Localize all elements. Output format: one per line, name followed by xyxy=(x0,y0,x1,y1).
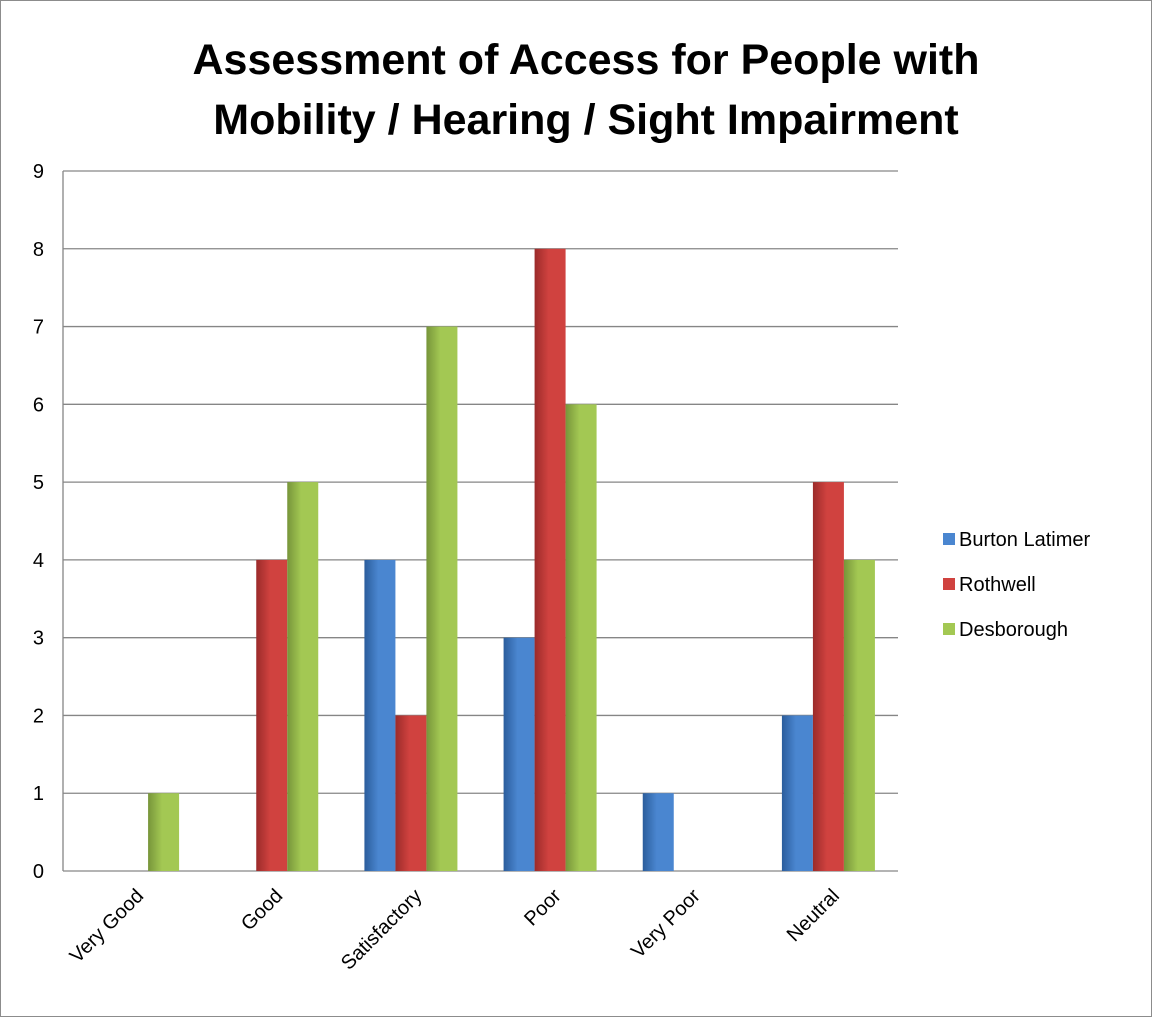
bar-rothwell-good xyxy=(256,559,288,871)
y-tick-label-0: 0 xyxy=(33,861,44,883)
legend-label-rothwell: Rothwell xyxy=(959,574,1036,596)
x-tick-label-very-poor: Very Poor xyxy=(627,885,705,963)
x-tick-label-neutral: Neutral xyxy=(783,885,844,946)
bar-burton-latimer-satisfactory xyxy=(364,559,396,871)
chart-title-line-1: Assessment of Access for People with xyxy=(193,36,980,84)
y-tick-label-8: 8 xyxy=(33,239,44,261)
bar-burton-latimer-poor xyxy=(503,637,535,871)
legend-swatch-rothwell xyxy=(943,578,955,590)
y-tick-label-9: 9 xyxy=(33,161,44,183)
x-tick-label-poor: Poor xyxy=(520,885,566,931)
bar-rothwell-neutral xyxy=(812,482,844,871)
bar-burton-latimer-very-poor xyxy=(642,793,674,871)
bar-rothwell-satisfactory xyxy=(395,715,427,871)
x-tick-label-very-good: Very Good xyxy=(66,885,148,967)
bar-desborough-poor xyxy=(565,404,597,871)
x-tick-label-satisfactory: Satisfactory xyxy=(337,885,426,974)
y-tick-label-3: 3 xyxy=(33,628,44,650)
y-tick-label-4: 4 xyxy=(33,550,44,572)
bar-rothwell-poor xyxy=(534,248,566,871)
legend-label-desborough: Desborough xyxy=(959,619,1068,641)
bar-desborough-satisfactory xyxy=(426,326,458,871)
bar-desborough-neutral xyxy=(843,559,875,871)
bar-desborough-good xyxy=(287,482,319,871)
bars xyxy=(148,248,875,871)
y-tick-label-1: 1 xyxy=(33,783,44,805)
bar-desborough-very-good xyxy=(148,793,180,871)
legend-swatch-desborough xyxy=(943,623,955,635)
y-tick-label-7: 7 xyxy=(33,317,44,339)
legend-swatch-burton-latimer xyxy=(943,533,955,545)
y-tick-label-2: 2 xyxy=(33,705,44,727)
chart-title-line-2: Mobility / Hearing / Sight Impairment xyxy=(213,96,958,144)
x-tick-label-good: Good xyxy=(237,885,287,935)
gridlines xyxy=(62,170,898,872)
y-tick-label-6: 6 xyxy=(33,394,44,416)
y-axis-ticks: 0 1 2 3 4 5 6 7 8 9 xyxy=(33,161,44,883)
y-tick-label-5: 5 xyxy=(33,472,44,494)
legend-label-burton-latimer: Burton Latimer xyxy=(959,529,1091,551)
bar-burton-latimer-neutral xyxy=(781,715,813,871)
legend: Burton Latimer Rothwell Desborough xyxy=(943,529,1091,641)
x-axis-ticks: Very Good Good Satisfactory Poor Very Poor Ne… xyxy=(66,885,844,975)
